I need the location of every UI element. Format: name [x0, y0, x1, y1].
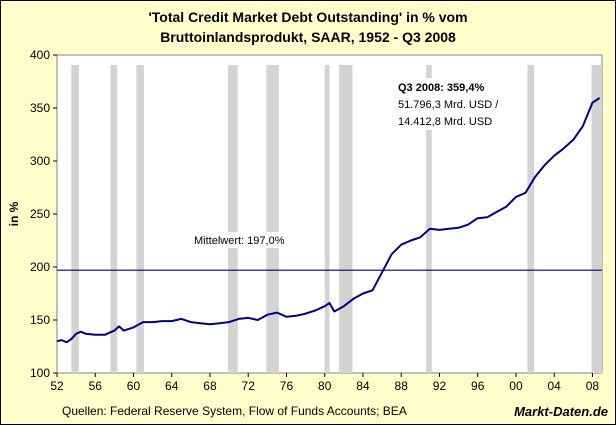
- x-tick-label: 56: [89, 379, 103, 393]
- series-layer: [56, 97, 602, 344]
- axes: 100 150 200 250 300 350 400 52 56 60 64 68 72 76 80 84 8…: [30, 48, 599, 393]
- x-tick-label: 96: [471, 379, 485, 393]
- y-axis-label: in %: [7, 201, 21, 226]
- brand-logo: Markt-Daten.de: [514, 404, 608, 419]
- recession-band: [527, 65, 535, 373]
- source-note: Quellen: Federal Reserve System, Flow of…: [62, 404, 407, 418]
- latest-value-label: Q3 2008: 359,4%: [398, 82, 484, 94]
- debt-ratio-line: [56, 97, 601, 344]
- x-tick-label: 64: [165, 379, 179, 393]
- x-tick-label: 04: [548, 379, 562, 393]
- x-tick-label: 52: [50, 379, 64, 393]
- mean-label-bg: [190, 232, 308, 248]
- recession-band: [71, 65, 79, 373]
- x-tick-label: 76: [280, 379, 294, 393]
- chart-subtitle: Bruttoinlandsprodukt, SAAR, 1952 - Q3 20…: [160, 29, 456, 45]
- y-tick-label: 300: [30, 154, 50, 168]
- recession-band: [324, 65, 330, 373]
- chart-title: 'Total Credit Market Debt Outstanding' i…: [148, 9, 468, 25]
- x-tick-label: 60: [127, 379, 141, 393]
- y-tick-label: 350: [30, 101, 50, 115]
- recession-band: [228, 65, 238, 373]
- x-tick-label: 88: [395, 379, 409, 393]
- y-tick-label: 150: [30, 313, 50, 327]
- recession-band: [110, 65, 118, 373]
- recession-bands: [71, 65, 602, 373]
- x-tick-label: 72: [242, 379, 256, 393]
- recession-band: [136, 65, 144, 373]
- latest-value-line2: 51.796,3 Mrd. USD /: [398, 99, 499, 111]
- latest-label-bg: [394, 78, 512, 130]
- recession-band: [426, 65, 432, 373]
- x-tick-label: 92: [433, 379, 447, 393]
- y-tick-label: 250: [30, 207, 50, 221]
- annotations: Mittelwert: 197,0% Q3 2008: 359,4% 51.79…: [190, 78, 512, 248]
- x-tick-label: 84: [356, 379, 370, 393]
- mean-label: Mittelwert: 197,0%: [194, 235, 285, 247]
- y-tick-label: 100: [30, 366, 50, 380]
- y-tick-label: 400: [30, 48, 50, 62]
- x-tick-label: 00: [509, 379, 523, 393]
- y-tick-label: 200: [30, 260, 50, 274]
- recession-band: [591, 65, 602, 373]
- recession-band: [339, 65, 353, 373]
- x-tick-label: 68: [203, 379, 217, 393]
- latest-value-line3: 14.412,8 Mrd. USD: [398, 116, 492, 128]
- x-tick-label: 80: [318, 379, 332, 393]
- x-tick-label: 08: [586, 379, 600, 393]
- recession-band: [266, 65, 279, 373]
